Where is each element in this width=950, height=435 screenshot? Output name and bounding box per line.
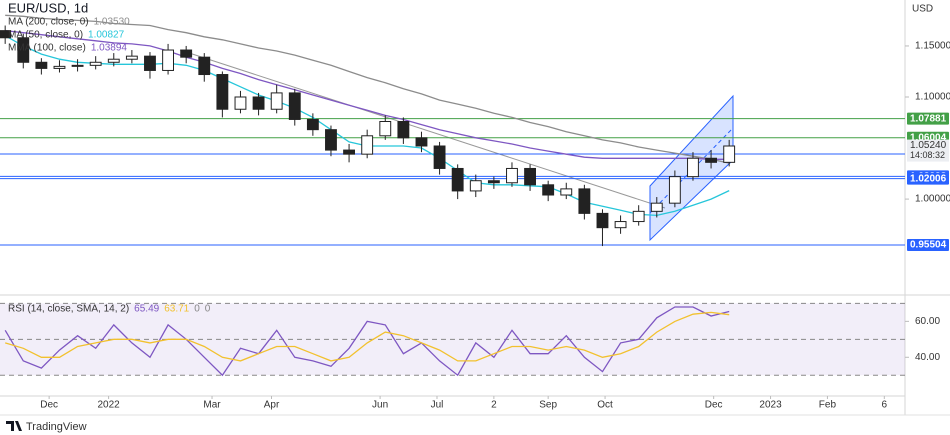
- level-label: 1.07881: [910, 113, 947, 124]
- candle-body: [379, 120, 392, 137]
- candle-body: [125, 55, 138, 60]
- x-tick-label: Sep: [539, 400, 557, 411]
- legend-value: 1.00827: [88, 30, 125, 41]
- candle-body: [270, 92, 283, 110]
- candle-body: [234, 96, 247, 110]
- y-tick-label: 1.10000: [915, 92, 950, 103]
- legend-name: MA (50, close, 0): [8, 30, 83, 41]
- candle-body: [723, 145, 736, 163]
- brand-logo: [6, 421, 22, 431]
- legend-value: 1.03894: [91, 43, 128, 54]
- candle-body: [35, 61, 48, 69]
- legend-extra: 0: [205, 304, 211, 315]
- y-tick-label: 1.00000: [915, 194, 950, 205]
- level-label-box: [907, 238, 949, 251]
- candle-body: [198, 56, 211, 76]
- candle-body: [17, 37, 30, 63]
- x-tick-label: 2023: [759, 400, 782, 411]
- last-price-box: [907, 139, 949, 162]
- x-tick-label: Feb: [819, 400, 837, 411]
- y-tick-label: 1.15000: [915, 41, 950, 52]
- brand-name: TradingView: [26, 421, 87, 433]
- candle-body: [487, 180, 500, 184]
- candle-body: [180, 49, 193, 58]
- candle-body: [107, 58, 120, 63]
- legend-value: 63.71: [164, 304, 189, 315]
- candle-body: [632, 210, 645, 223]
- candle-body: [614, 221, 627, 229]
- legend-value: 65.49: [134, 304, 159, 315]
- chart-title: RSI (14, close, SMA, 14, 2): [8, 304, 129, 315]
- trend-line: [179, 49, 666, 209]
- x-tick-label: 2022: [97, 400, 120, 411]
- level-label-box: [907, 172, 949, 185]
- x-tick-label: 6: [882, 400, 888, 411]
- candle-body: [578, 188, 591, 214]
- series-line: [5, 29, 730, 160]
- candle-body: [433, 145, 446, 169]
- candle-body: [451, 167, 464, 192]
- candle-body: [53, 65, 66, 69]
- x-tick-label: Apr: [264, 400, 280, 411]
- candle-body: [542, 184, 555, 196]
- last-price-label: 1.05240: [910, 140, 947, 151]
- currency-label: USD: [912, 4, 933, 15]
- candle-body: [306, 118, 319, 131]
- candle-body: [162, 49, 175, 71]
- candle-body: [560, 188, 573, 196]
- level-label: 1.06004: [910, 132, 947, 143]
- candle-body: [361, 135, 374, 155]
- candle-body: [415, 137, 428, 147]
- legend-value: 1.03530: [94, 17, 131, 28]
- series-line: [5, 14, 730, 164]
- candle-body: [687, 157, 699, 178]
- candle-body: [252, 96, 265, 110]
- candle-body: [524, 167, 537, 186]
- candle-body: [325, 129, 337, 151]
- candle-body: [506, 167, 518, 184]
- candle-body: [0, 30, 12, 39]
- legend-name: MA (200, close, 0): [8, 17, 89, 28]
- candle-body: [705, 157, 718, 163]
- candle-body: [216, 74, 229, 110]
- brand: TradingView: [0, 414, 950, 433]
- candle-body: [650, 202, 663, 212]
- x-tick-label: Jun: [372, 400, 388, 411]
- level-label: 1.02006: [910, 173, 947, 184]
- y-tick-label: 60.00: [915, 316, 940, 327]
- candle-body: [343, 149, 356, 155]
- legend-name: MMA (100, close): [8, 43, 86, 54]
- chart-title: EUR/USD, 1d: [8, 0, 88, 15]
- countdown-label: 14:08:32: [910, 150, 945, 160]
- x-tick-label: Dec: [40, 400, 58, 411]
- level-label-box: [907, 112, 949, 125]
- candle-body: [89, 61, 102, 66]
- candle-body: [397, 120, 410, 139]
- x-tick-label: Mar: [203, 400, 221, 411]
- legend-extra: 0: [194, 304, 200, 315]
- series-line: [5, 311, 730, 362]
- candle-body: [469, 180, 482, 192]
- x-tick-label: Oct: [597, 400, 613, 411]
- level-label: 0.95504: [910, 240, 947, 251]
- candle-body: [668, 176, 681, 204]
- candle-body: [288, 92, 301, 120]
- series-line: [4, 306, 730, 377]
- candle-body: [144, 55, 156, 71]
- candle-body: [596, 212, 609, 229]
- x-tick-label: Jul: [431, 400, 444, 411]
- y-tick-label: 40.00: [915, 352, 940, 363]
- x-tick-label: Dec: [705, 400, 723, 411]
- candle-body: [71, 64, 84, 67]
- x-tick-label: 2: [491, 400, 497, 411]
